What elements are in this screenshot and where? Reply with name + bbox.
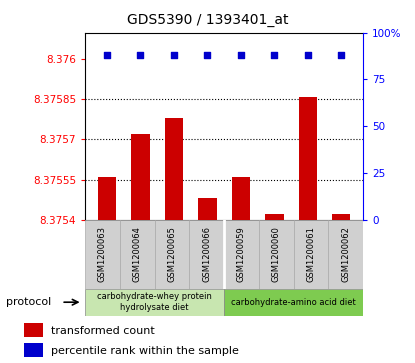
Text: GSM1200061: GSM1200061 [307,226,315,282]
Text: GSM1200060: GSM1200060 [272,226,281,282]
Text: GSM1200062: GSM1200062 [341,226,350,282]
Point [237,52,244,58]
Bar [189,220,224,289]
Bar [24,343,43,357]
Text: GSM1200063: GSM1200063 [98,226,107,282]
Bar [131,134,149,220]
Point [137,52,144,58]
Bar [98,177,116,220]
Text: GDS5390 / 1393401_at: GDS5390 / 1393401_at [127,13,288,27]
Bar [232,177,250,220]
Bar [85,220,120,289]
Bar [24,323,43,338]
Bar [332,214,351,220]
Bar [328,220,363,289]
Bar [265,214,283,220]
Bar [154,220,189,289]
Point [338,52,344,58]
Bar [198,198,217,220]
Bar [165,118,183,220]
Bar [85,289,224,316]
Bar [294,220,328,289]
Point [204,52,211,58]
Text: carbohydrate-amino acid diet: carbohydrate-amino acid diet [231,298,356,307]
Text: GSM1200064: GSM1200064 [133,226,142,282]
Text: percentile rank within the sample: percentile rank within the sample [51,346,239,356]
Point [104,52,110,58]
Text: GSM1200066: GSM1200066 [202,226,211,282]
Bar [120,220,155,289]
Point [171,52,177,58]
Text: GSM1200059: GSM1200059 [237,226,246,282]
Point [271,52,278,58]
Bar [224,289,363,316]
Point [305,52,311,58]
Text: transformed count: transformed count [51,326,154,336]
Bar [299,97,317,220]
Text: GSM1200065: GSM1200065 [168,226,176,282]
Text: protocol: protocol [6,297,51,307]
Bar [224,220,259,289]
Bar [259,220,294,289]
Text: carbohydrate-whey protein
hydrolysate diet: carbohydrate-whey protein hydrolysate di… [97,293,212,312]
